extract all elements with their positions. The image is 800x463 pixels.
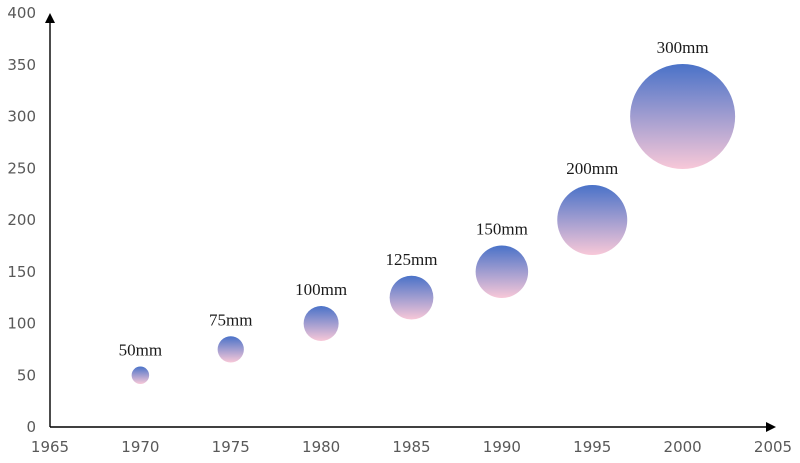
bubble-300mm	[630, 64, 736, 169]
x-tick-label: 1995	[573, 438, 611, 456]
y-axis-arrow	[45, 13, 55, 23]
y-tick-label: 100	[7, 315, 36, 333]
x-tick-label: 1990	[483, 438, 521, 456]
bubble-125mm	[389, 275, 434, 320]
x-tick-label: 1985	[392, 438, 430, 456]
y-tick-label: 200	[7, 211, 36, 229]
data-label: 200mm	[566, 159, 618, 178]
data-label: 150mm	[476, 220, 528, 239]
bubble-50mm	[131, 366, 150, 384]
bubble-100mm	[303, 306, 339, 341]
x-tick-label: 2005	[754, 438, 792, 456]
x-tick-label: 1980	[302, 438, 340, 456]
x-tick-label: 2000	[664, 438, 702, 456]
data-labels: 50mm 75mm 100mm 125mm 150mm 200mm 300mm	[119, 38, 709, 360]
tick-labels: 1965 1970 1975 1980 1985 1990 1995 2000 2005 0 50 1…	[7, 4, 792, 456]
y-tick-label: 250	[7, 159, 36, 177]
y-tick-label: 0	[26, 418, 36, 436]
x-tick-label: 1970	[121, 438, 159, 456]
data-label: 100mm	[295, 280, 347, 299]
y-tick-label: 150	[7, 263, 36, 281]
y-tick-label: 350	[7, 56, 36, 74]
bubble-75mm	[217, 336, 244, 363]
bubble-150mm	[475, 245, 529, 298]
data-label: 75mm	[209, 310, 252, 329]
y-tick-label: 400	[7, 4, 36, 22]
data-label: 300mm	[657, 38, 709, 57]
x-axis-arrow	[766, 422, 776, 432]
x-tick-label: 1965	[31, 438, 69, 456]
x-tick-label: 1975	[212, 438, 250, 456]
y-tick-label: 300	[7, 108, 36, 126]
y-tick-label: 50	[17, 366, 36, 384]
bubble-series	[131, 64, 736, 384]
bubble-200mm	[557, 185, 628, 255]
data-label: 50mm	[119, 341, 162, 360]
data-label: 125mm	[386, 250, 438, 269]
